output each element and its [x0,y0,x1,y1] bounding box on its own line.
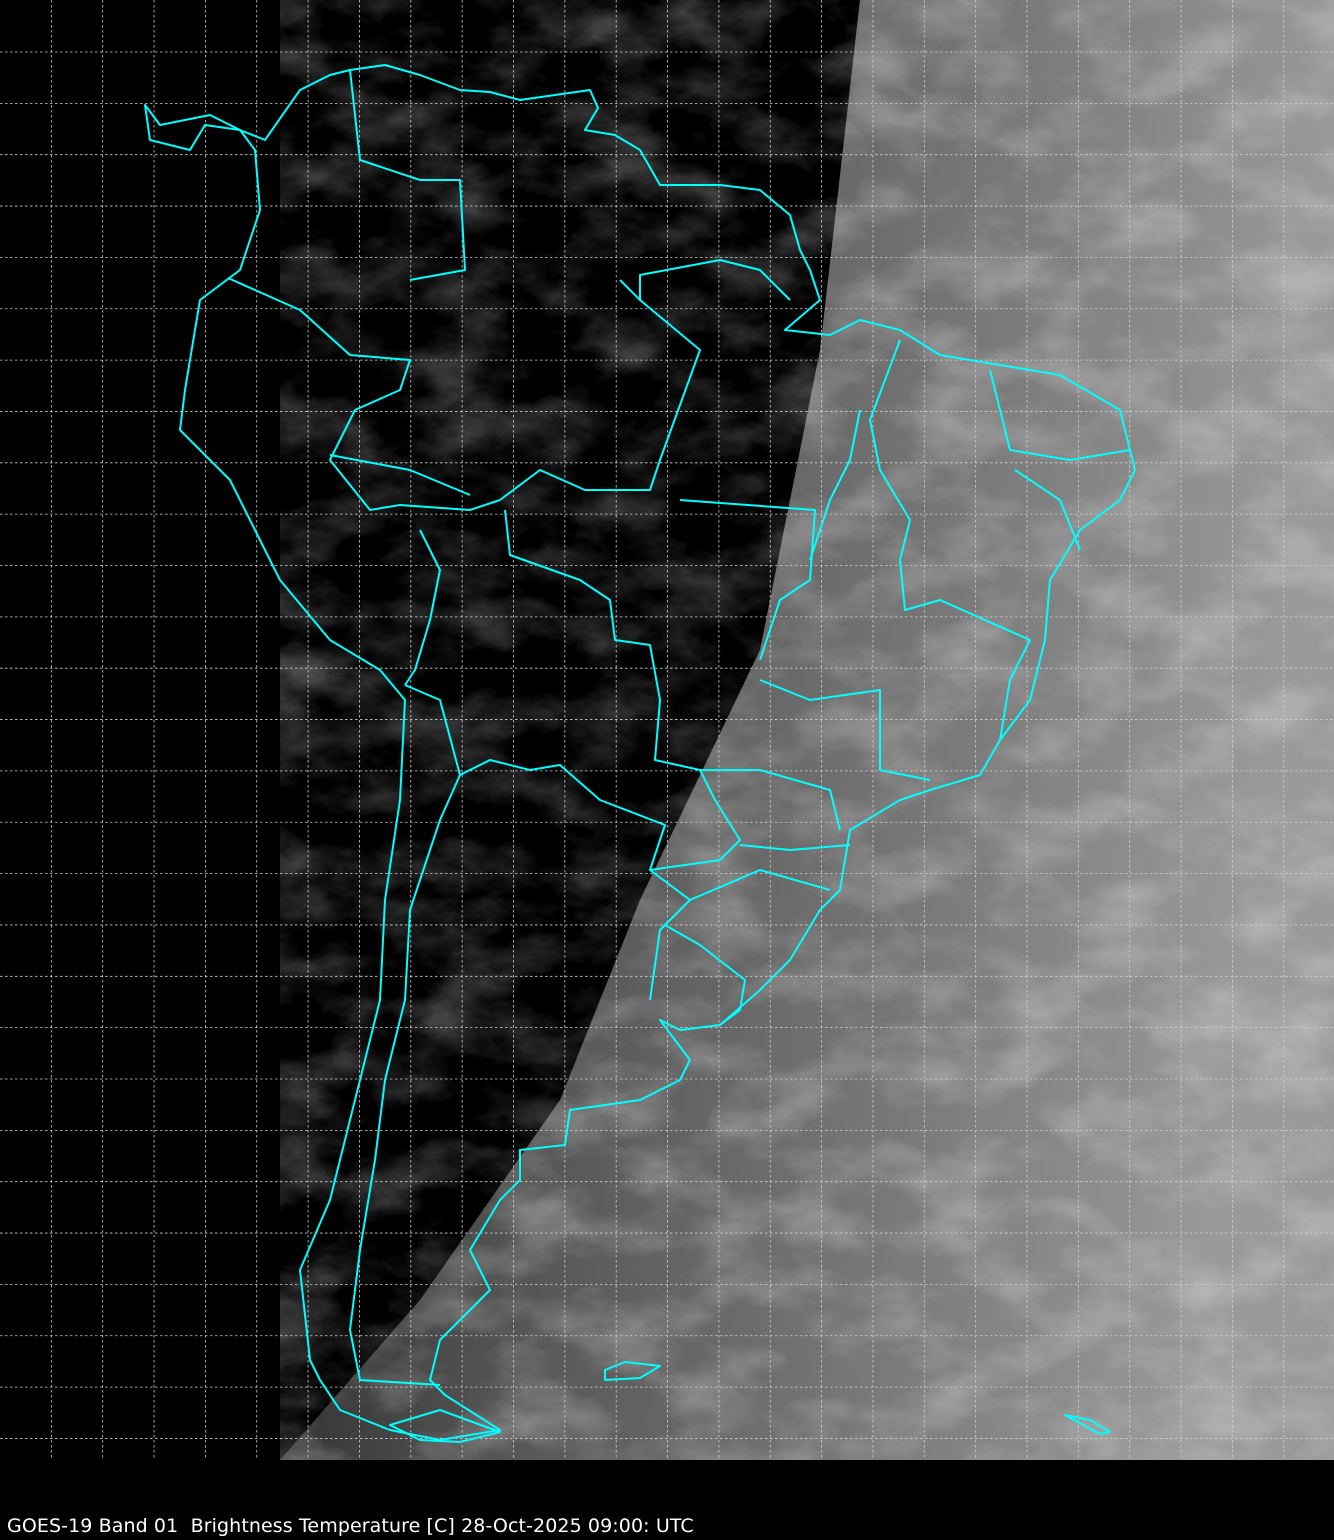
coastlines-and-borders [144,64,1136,1443]
border-brazil-states-east [809,339,1131,741]
falkland-islands [604,1361,661,1381]
border-brazil-paraguay [504,509,741,871]
image-caption: GOES-19 Band 01 Brightness Temperature [… [7,1515,694,1537]
border-argentina [404,684,691,1001]
cloud-field [280,0,1334,1460]
satellite-map [0,0,1334,1460]
border-andean [227,277,501,511]
continent-outline [144,64,1136,1441]
border-bolivia [499,279,701,501]
border-chile-argentina [349,774,461,1386]
border-peru-bolivia [404,529,441,686]
lat-lon-grid [0,0,1334,1460]
border-brazil-states-north [329,259,816,661]
border-brazil-states-south [689,679,931,901]
border-uruguay [664,924,746,1026]
south-georgia [1064,1414,1111,1435]
border-colombia-venezuela [349,69,466,281]
tierra-del-fuego [389,1409,501,1443]
